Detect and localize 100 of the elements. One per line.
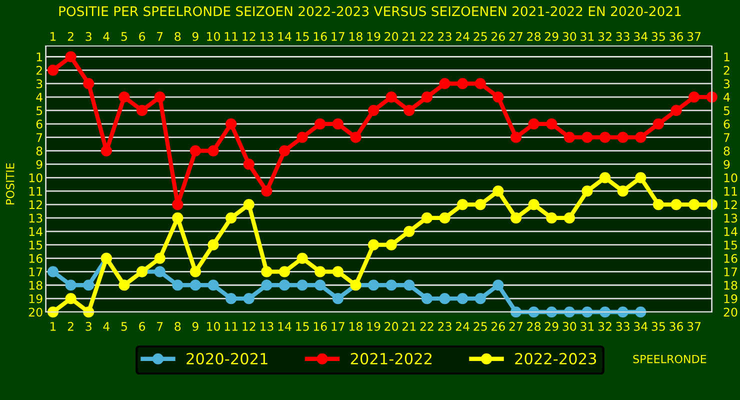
point bbox=[243, 158, 254, 170]
x-axis-title: SPEELRONDE bbox=[633, 354, 706, 364]
point bbox=[65, 280, 76, 291]
y2-tick-label: 20 bbox=[724, 308, 738, 317]
x2-tick-label: 30 bbox=[562, 322, 576, 331]
point bbox=[652, 198, 664, 210]
x2-tick-label: 16 bbox=[314, 322, 327, 331]
x2-tick-label: 21 bbox=[402, 322, 416, 331]
x2-tick-label: 22 bbox=[420, 322, 434, 331]
point bbox=[510, 132, 522, 143]
y-tick-label: 19 bbox=[29, 294, 42, 304]
x-tick-label: 29 bbox=[544, 32, 558, 41]
point bbox=[83, 78, 94, 90]
point bbox=[243, 198, 254, 210]
chart-title: POSITIE PER SPEELRONDE SEIZOEN 2022-2023 VERSUS SEIZOENEN 2021-2022 EN 2020-2021 bbox=[59, 6, 681, 16]
x2-tick-label: 20 bbox=[384, 322, 398, 331]
x-tick-label: 7 bbox=[157, 32, 163, 41]
y2-tick-label: 15 bbox=[724, 240, 737, 250]
y-tick-label: 15 bbox=[29, 240, 42, 250]
x2-tick-label: 12 bbox=[242, 322, 256, 331]
y2-tick-label: 6 bbox=[724, 120, 730, 129]
y-tick-label: 7 bbox=[36, 133, 42, 142]
x2-tick-label: 36 bbox=[670, 322, 684, 331]
point bbox=[492, 186, 504, 197]
point bbox=[100, 145, 112, 156]
point bbox=[635, 172, 646, 184]
x-tick-label: 18 bbox=[350, 32, 362, 41]
point bbox=[386, 239, 397, 250]
x-tick-label: 20 bbox=[384, 32, 398, 41]
point bbox=[154, 266, 166, 278]
y2-tick-label: 16 bbox=[724, 254, 738, 263]
point bbox=[457, 78, 468, 90]
point bbox=[261, 280, 272, 291]
point bbox=[492, 91, 504, 103]
point bbox=[278, 280, 290, 291]
y2-tick-label: 10 bbox=[724, 173, 738, 182]
y-tick-label: 14 bbox=[29, 227, 42, 236]
point bbox=[439, 212, 450, 224]
x-tick-label: 37 bbox=[687, 32, 701, 41]
x2-tick-label: 25 bbox=[474, 322, 487, 331]
x2-tick-label: 26 bbox=[492, 322, 505, 331]
y-tick-label: 10 bbox=[29, 173, 42, 182]
x2-tick-label: 9 bbox=[192, 322, 198, 331]
point bbox=[599, 132, 611, 143]
point bbox=[439, 78, 450, 90]
x2-tick-label: 13 bbox=[260, 322, 274, 331]
y2-tick-label: 8 bbox=[724, 146, 730, 156]
point bbox=[528, 198, 540, 210]
point bbox=[332, 266, 344, 278]
y2-tick-label: 14 bbox=[724, 227, 738, 236]
point bbox=[278, 266, 290, 278]
point bbox=[83, 280, 94, 291]
point bbox=[564, 132, 575, 143]
y-tick-label: 18 bbox=[29, 280, 42, 290]
point bbox=[172, 212, 184, 224]
x-tick-label: 23 bbox=[438, 32, 452, 41]
point bbox=[154, 252, 166, 264]
y2-tick-label: 18 bbox=[724, 280, 738, 290]
y2-tick-label: 2 bbox=[724, 66, 730, 75]
x2-tick-label: 18 bbox=[350, 322, 362, 331]
y-tick-label: 16 bbox=[29, 254, 42, 263]
point bbox=[474, 198, 486, 210]
y2-tick-label: 9 bbox=[724, 160, 730, 169]
x2-tick-label: 1 bbox=[50, 322, 56, 331]
point bbox=[652, 118, 664, 130]
x2-tick-label: 34 bbox=[634, 322, 648, 331]
x-tick-label: 26 bbox=[492, 32, 505, 41]
point bbox=[457, 293, 468, 304]
point bbox=[208, 239, 219, 250]
point bbox=[368, 280, 380, 291]
y-tick-label: 4 bbox=[36, 92, 42, 102]
x-tick-label: 27 bbox=[509, 32, 522, 41]
point bbox=[439, 293, 450, 304]
y2-tick-label: 4 bbox=[724, 92, 730, 102]
x2-tick-label: 24 bbox=[456, 322, 470, 331]
point bbox=[296, 252, 308, 264]
point bbox=[510, 212, 522, 224]
point bbox=[332, 118, 344, 130]
x-tick-label: 24 bbox=[456, 32, 470, 41]
x-tick-label: 16 bbox=[314, 32, 327, 41]
point bbox=[368, 104, 380, 116]
x-tick-label: 11 bbox=[224, 32, 238, 41]
point bbox=[296, 280, 308, 291]
x2-tick-label: 2 bbox=[68, 322, 74, 331]
y2-tick-label: 11 bbox=[724, 186, 737, 196]
point bbox=[332, 293, 344, 304]
point bbox=[706, 91, 718, 103]
x2-tick-label: 8 bbox=[174, 322, 181, 331]
point bbox=[688, 91, 700, 103]
x-tick-label: 28 bbox=[527, 32, 541, 41]
x2-tick-label: 33 bbox=[616, 322, 630, 331]
point bbox=[47, 266, 59, 278]
point bbox=[65, 293, 76, 304]
point bbox=[261, 266, 272, 278]
y2-tick-label: 13 bbox=[724, 214, 738, 223]
x2-tick-label: 32 bbox=[598, 322, 612, 331]
point bbox=[47, 64, 59, 76]
x-tick-label: 22 bbox=[420, 32, 434, 41]
point bbox=[226, 118, 237, 130]
y-tick-label: 2 bbox=[36, 66, 42, 75]
